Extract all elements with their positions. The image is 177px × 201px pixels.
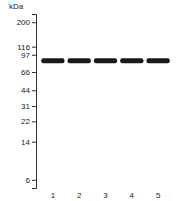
x-tick: 3 — [103, 191, 108, 200]
y-tick: 44 — [21, 86, 36, 95]
y-tick-label: 14 — [21, 138, 30, 147]
chart: 2001169766443122146kDa12345 — [0, 0, 177, 201]
band — [41, 58, 64, 63]
y-axis-title: kDa — [9, 2, 24, 11]
band — [94, 58, 117, 63]
y-axis: 2001169766443122146 — [17, 15, 37, 189]
y-tick-mark — [32, 55, 36, 56]
x-tick-label: 1 — [51, 191, 56, 200]
band — [147, 58, 170, 63]
y-tick: 6 — [26, 176, 36, 185]
y-tick-label: 22 — [21, 117, 30, 126]
y-tick-mark — [32, 72, 36, 73]
x-tick-label: 3 — [103, 191, 108, 200]
y-tick-label: 200 — [17, 18, 31, 27]
x-tick: 1 — [51, 191, 56, 200]
band — [68, 58, 91, 63]
x-tick: 5 — [156, 191, 161, 200]
y-tick: 200 — [17, 18, 36, 27]
y-tick-mark — [32, 22, 36, 23]
y-tick: 31 — [21, 102, 36, 111]
y-tick-mark — [32, 180, 36, 181]
x-tick-label: 5 — [156, 191, 161, 200]
band — [120, 58, 143, 63]
y-tick-label: 66 — [21, 68, 30, 77]
y-tick-label: 6 — [26, 176, 31, 185]
x-tick-label: 2 — [77, 191, 82, 200]
y-tick-mark — [32, 106, 36, 107]
y-tick: 97 — [21, 51, 36, 60]
y-tick-label: 44 — [21, 86, 30, 95]
y-tick-label: 31 — [21, 102, 30, 111]
y-tick-label: 97 — [21, 51, 30, 60]
y-axis-line — [32, 15, 37, 189]
y-tick: 14 — [21, 138, 36, 147]
y-tick-mark — [32, 142, 36, 143]
y-tick-mark — [32, 47, 36, 48]
y-tick-mark — [32, 90, 36, 91]
x-axis: 1 2 3 4 5 — [51, 191, 161, 200]
y-tick: 22 — [21, 117, 36, 126]
y-tick: 66 — [21, 68, 36, 77]
x-tick: 2 — [77, 191, 82, 200]
x-tick: 4 — [130, 191, 135, 200]
bands — [41, 58, 169, 63]
y-tick-mark — [32, 121, 36, 122]
x-tick-label: 4 — [130, 191, 135, 200]
